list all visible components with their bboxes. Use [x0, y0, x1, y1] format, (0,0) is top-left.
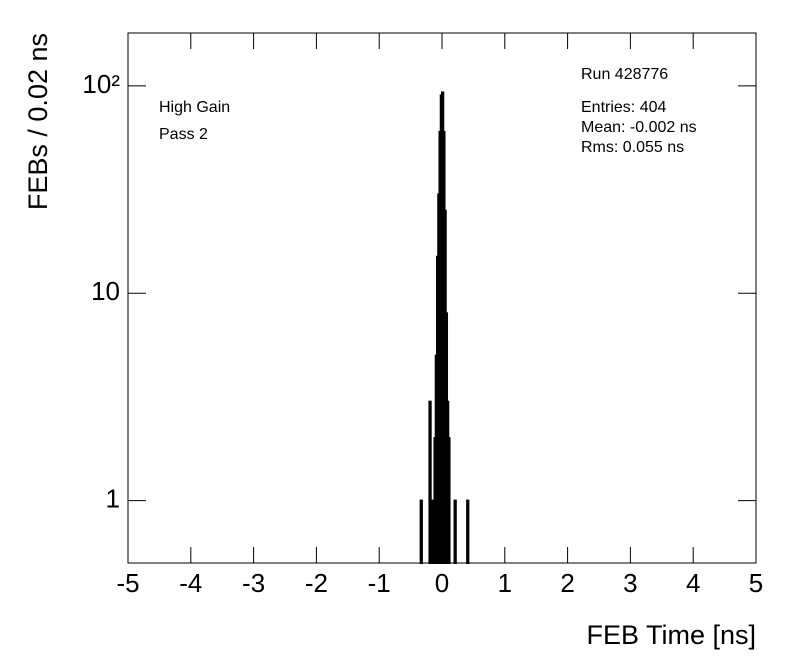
- histogram-bar: [466, 499, 470, 565]
- x-tick-label: 2: [560, 568, 574, 598]
- stats-text: Mean: -0.002 ns: [581, 119, 697, 136]
- y-tick-label: 10: [91, 276, 120, 306]
- annotation: High Gain: [159, 99, 230, 116]
- y-axis-label: FEBs / 0.02 ns: [23, 33, 53, 210]
- x-tick-label: -4: [179, 568, 202, 598]
- annotation: Pass 2: [159, 126, 208, 143]
- x-tick-label: 0: [435, 568, 449, 598]
- x-tick-label: -1: [368, 568, 391, 598]
- y-tick-label: 1: [106, 483, 120, 513]
- y-tick-label: 10²: [82, 69, 120, 99]
- stats-text: Rms: 0.055 ns: [581, 139, 684, 156]
- x-axis-label: FEB Time [ns]: [586, 620, 756, 650]
- x-tick-label: -2: [305, 568, 328, 598]
- stats-text: Entries: 404: [581, 99, 666, 116]
- x-tick-label: -5: [116, 568, 139, 598]
- x-tick-label: -3: [242, 568, 265, 598]
- histogram-bar: [447, 437, 451, 564]
- x-tick-label: 3: [623, 568, 637, 598]
- histogram-bar: [453, 499, 457, 565]
- x-tick-label: 5: [749, 568, 763, 598]
- x-tick-label: 1: [498, 568, 512, 598]
- histogram-bar: [419, 499, 423, 565]
- histogram-bar: [429, 499, 433, 565]
- x-tick-label: 4: [686, 568, 700, 598]
- stats-text: Run 428776: [581, 66, 668, 83]
